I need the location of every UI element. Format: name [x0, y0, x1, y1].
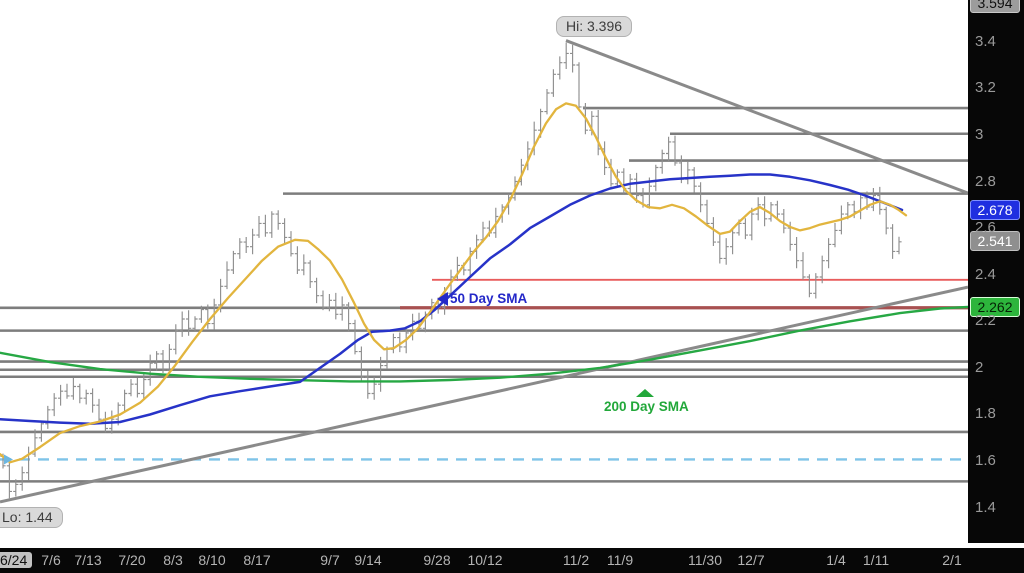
- axis-badge-sma50-value: 2.678: [970, 200, 1020, 220]
- x-axis-label: 9/14: [354, 552, 382, 568]
- axis-badge-sma200-value: 2.262: [970, 297, 1020, 317]
- sma50-pointer-icon: [437, 292, 448, 306]
- x-axis-label: 12/7: [737, 552, 765, 568]
- x-axis-label: 1/4: [826, 552, 846, 568]
- y-axis-tick: 1.8: [975, 405, 996, 422]
- yellow-ma-line: [0, 102, 908, 464]
- x-axis-label: 8/10: [198, 552, 226, 568]
- y-axis-tick: 3: [975, 126, 984, 143]
- y-axis-tick: 2.4: [975, 266, 996, 283]
- sma-50-line: [0, 173, 904, 426]
- x-axis-label: 9/7: [320, 552, 340, 568]
- y-axis-tick: 3.2: [975, 79, 996, 96]
- sma200-pointer-icon: [636, 389, 654, 397]
- x-axis-label: 7/20: [118, 552, 146, 568]
- y-axis-tick: 2.2: [975, 312, 996, 329]
- x-axis-label: 6/24: [0, 552, 33, 568]
- sma50-label: 50 Day SMA: [450, 291, 528, 306]
- y-axis-tick: 1.6: [975, 452, 996, 469]
- high-price-label: Hi: 3.396: [556, 16, 633, 37]
- y-axis-tick: 2.8: [975, 173, 996, 190]
- x-axis-label: 8/17: [243, 552, 271, 568]
- axis-badge-top: 3.594: [970, 0, 1020, 13]
- x-axis-label: 1/11: [862, 552, 890, 568]
- low-price-label: Lo: 1.44: [0, 507, 63, 528]
- price-axis[interactable]: 3.594 2.678 2.541 2.262 3.4 3.2 3 2.8 2.6 2.4…: [968, 0, 1024, 543]
- y-axis-tick: 2.6: [975, 219, 996, 236]
- price-chart-surface[interactable]: Hi: 3.396 Lo: 1.44 50 Day SMA 200 Day SM…: [0, 0, 968, 548]
- y-axis-tick: 1.4: [975, 499, 996, 516]
- x-axis-label: 7/6: [41, 552, 61, 568]
- price-bars: [0, 42, 902, 499]
- x-axis-label: 9/28: [423, 552, 451, 568]
- x-axis-label: 11/2: [562, 552, 590, 568]
- x-axis-label: 2/1: [942, 552, 962, 568]
- chart-canvas: [0, 39, 968, 504]
- axis-badge-last-price: 2.541: [970, 231, 1020, 251]
- y-axis-tick: 2: [975, 359, 984, 376]
- descending-trendline: [565, 39, 968, 195]
- x-axis-label: 11/30: [688, 552, 722, 568]
- x-axis-label: 7/13: [74, 552, 102, 568]
- y-axis-tick: 3.4: [975, 33, 996, 50]
- ascending-trendline: [0, 285, 968, 504]
- sma200-label: 200 Day SMA: [604, 399, 689, 414]
- dashed-line-marker: [4, 454, 13, 465]
- x-axis-label: 8/3: [163, 552, 183, 568]
- time-axis[interactable]: 6/24 7/6 7/13 7/20 8/3 8/10 8/17 9/7 9/14 9/28 10/…: [0, 548, 1024, 573]
- x-axis-label: 10/12: [467, 552, 503, 568]
- x-axis-label: 11/9: [606, 552, 634, 568]
